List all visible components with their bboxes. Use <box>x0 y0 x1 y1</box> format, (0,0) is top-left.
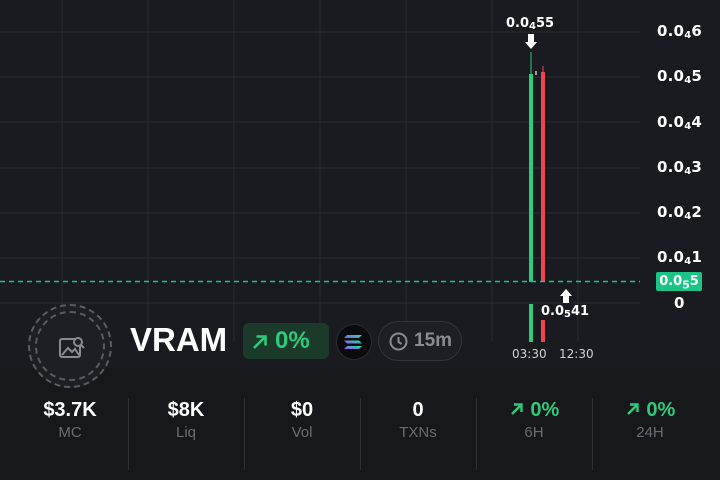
stat-volume: $0 Vol <box>244 398 360 441</box>
candle-small <box>535 71 537 75</box>
stat-value: $0 <box>290 399 314 421</box>
high-price-annotation: 0.0455 <box>506 16 555 32</box>
stat-market-cap: $3.7K MC <box>12 398 128 441</box>
token-avatar[interactable] <box>28 304 112 388</box>
stat-value: $8K <box>167 399 205 421</box>
divider <box>244 398 245 470</box>
image-placeholder-icon <box>59 337 85 358</box>
chart-svg <box>0 0 640 342</box>
arrow-up-right-icon <box>510 403 523 415</box>
divider <box>476 398 477 470</box>
grid-horizontal <box>0 31 640 304</box>
time-tick: 03:30 <box>512 347 547 361</box>
divider <box>128 398 129 470</box>
price-tick: 0.042 <box>657 203 702 222</box>
stat-value: $3.7K <box>43 399 97 421</box>
stat-label: Vol <box>291 424 313 441</box>
stat-label: 6H <box>524 424 544 441</box>
token-ticker: VRAM <box>130 321 228 358</box>
candle-up-lower <box>529 304 533 342</box>
price-tick: 0.045 <box>657 67 702 86</box>
stat-change-6h: 0% 6H <box>476 398 592 441</box>
price-tick: 0.041 <box>657 248 702 267</box>
current-price-badge: 0.055 <box>656 272 702 292</box>
price-axis[interactable]: 0.046 0.045 0.044 0.043 0.042 0.041 0.05… <box>640 0 720 370</box>
current-price-line <box>0 280 640 283</box>
low-price-annotation: 0.0541 <box>541 304 590 320</box>
time-tick: 12:30 <box>559 347 594 361</box>
stat-label: TXNs <box>399 424 437 441</box>
arrow-up-right-icon <box>626 403 639 415</box>
stat-label: 24H <box>636 424 664 441</box>
clock-icon <box>389 332 408 351</box>
stat-label: Liq <box>175 424 197 441</box>
stat-liquidity: $8K Liq <box>128 398 244 441</box>
solana-icon <box>336 324 372 360</box>
stat-label: MC <box>58 424 82 441</box>
candle-down <box>541 72 545 282</box>
low-marker-arrow <box>560 289 572 303</box>
candle-up <box>529 74 533 282</box>
price-chart[interactable]: 0.0455 0.0541 <box>0 0 640 342</box>
stat-value: 0% <box>476 398 592 422</box>
price-tick: 0 <box>674 294 685 312</box>
price-tick: 0.046 <box>657 22 702 41</box>
candle-down-lower <box>541 320 545 342</box>
arrow-up-right-icon <box>253 335 267 349</box>
grid-vertical <box>61 0 579 342</box>
stat-value: 0 <box>412 399 424 421</box>
divider <box>592 398 593 470</box>
stat-change-24h: 0% 24H <box>592 398 708 441</box>
high-marker-arrow <box>525 34 537 49</box>
divider <box>360 398 361 470</box>
price-tick: 0.044 <box>657 113 702 132</box>
price-change-badge: 0% <box>243 323 329 359</box>
avatar-ring <box>35 311 105 381</box>
stats-bar: $3.7K MC $8K Liq $0 Vol 0 TXNs 0% 6H 0% … <box>0 368 720 480</box>
timeframe-button[interactable]: 15m <box>378 321 462 361</box>
stat-value: 0% <box>592 398 708 422</box>
stat-transactions: 0 TXNs <box>360 398 476 441</box>
price-tick: 0.043 <box>657 158 702 177</box>
